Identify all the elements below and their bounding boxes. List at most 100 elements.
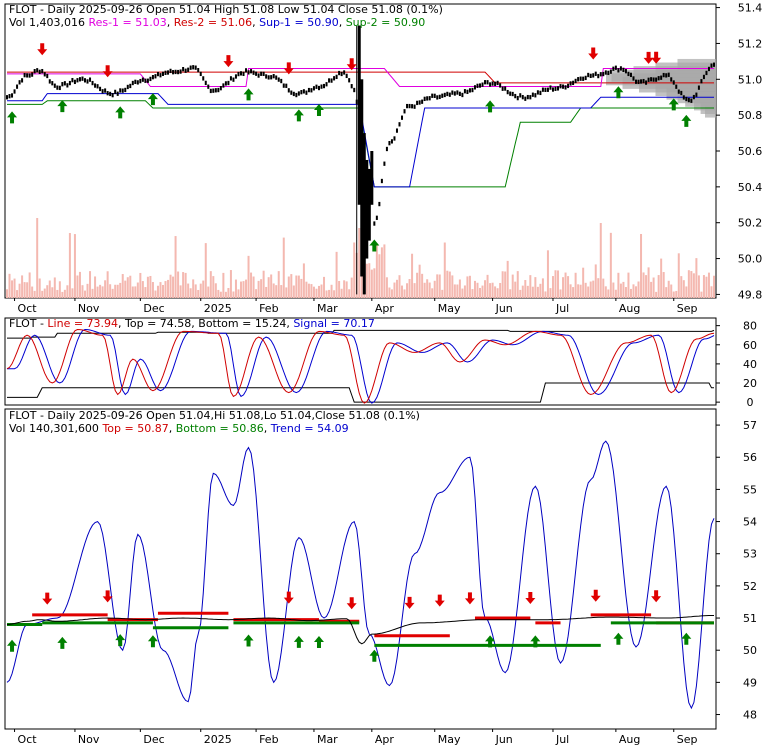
volume-bar [325,290,328,298]
volume-bar [670,284,673,298]
price-bar [106,91,109,96]
price-bar [16,84,19,89]
header-part: Vol 1,403,016 [9,16,88,29]
volume-bar [557,270,560,298]
volume-bar [16,290,19,298]
price-bar [486,80,489,85]
price-bar [680,90,683,96]
cycle-subheader: Vol 140,301,600 Top = 50.87, Bottom = 50… [9,422,349,435]
volume-bar [202,280,205,298]
price-bar [428,96,431,101]
price-bar [73,79,76,85]
price-bar [695,92,698,97]
price-bar [692,94,695,100]
price-bar [479,83,482,88]
volume-bar [652,277,655,298]
volume-bar [594,264,597,298]
volume-bar [315,288,318,298]
volume-bar [89,271,92,298]
y-tick-label: 51.0 [738,73,763,86]
price-bar [541,87,544,92]
price-bar [209,88,212,94]
price-bar [367,168,371,241]
volume-bar [579,284,582,298]
volume-bar [197,289,200,298]
price-bar [96,84,99,89]
price-bar [599,72,602,77]
volume-bar [245,279,248,298]
price-bar [504,86,507,91]
price-bar [458,91,461,96]
y-tick-label: 57 [743,419,757,432]
price-bar [338,70,341,76]
price-bar [214,88,217,93]
price-bar [413,104,416,109]
x-tick-label: Oct [18,733,38,745]
sell-arrow [643,51,654,64]
volume-bar [479,287,482,298]
volume-bar [675,290,678,298]
price-bar [252,70,255,75]
x-tick-label: Dec [143,302,164,315]
volume-bar [91,288,94,298]
price-bar [554,86,557,91]
volume-bar [247,255,250,298]
price-bar [36,68,39,73]
volume-bar [536,286,539,298]
header-part: , [167,16,174,29]
volume-bar [31,286,34,298]
price-line [6,615,714,645]
volume-bar [146,276,149,298]
y-tick-label: 52 [743,580,757,593]
volume-bar [471,289,474,298]
volume-bar [169,274,172,298]
price-bar [53,83,56,88]
price-bar [245,68,248,73]
header-part: Res-1 = 51.03 [88,16,166,29]
price-bar [89,77,92,82]
price-bar [161,71,164,76]
sell-arrow [102,65,113,78]
volume-bar [607,289,610,298]
volume-bar [8,273,11,298]
header-part: , [169,422,176,435]
price-bar [343,70,346,75]
price-bar [275,75,278,80]
volume-bar [421,273,424,298]
price-bar [31,72,34,77]
volume-bar [106,271,109,298]
price-bar [395,128,398,133]
price-bar [463,89,466,94]
price-bar [609,69,612,74]
volume-bar [564,272,567,298]
y-tick-label: 0 [747,396,754,409]
price-bar [702,74,705,80]
price-bar [546,87,549,92]
price-bar [677,89,680,94]
price-bar [672,80,675,85]
header-part: Sup-1 = 50.90 [259,16,339,29]
volume-bar [338,280,341,298]
volume-bar [574,272,577,298]
price-bar [330,78,333,83]
price-bar [582,76,585,81]
volume-bar [28,272,31,298]
price-bar [202,76,205,81]
volume-bar [635,286,638,298]
stoch-top-line [7,329,715,339]
price-bar [68,80,71,86]
price-bar [617,68,620,73]
volume-bar [51,287,54,298]
price-bar [448,92,451,97]
volume-bar [526,285,529,298]
volume-bar [481,285,484,298]
price-bar [524,96,527,101]
volume-bar [589,281,592,298]
volume-bar [541,278,544,298]
volume-bar [650,281,653,298]
volume-bar [393,282,396,298]
volume-bar [204,243,207,298]
price-bar [441,93,444,98]
price-bar [421,99,424,104]
buy-arrow [681,632,692,645]
